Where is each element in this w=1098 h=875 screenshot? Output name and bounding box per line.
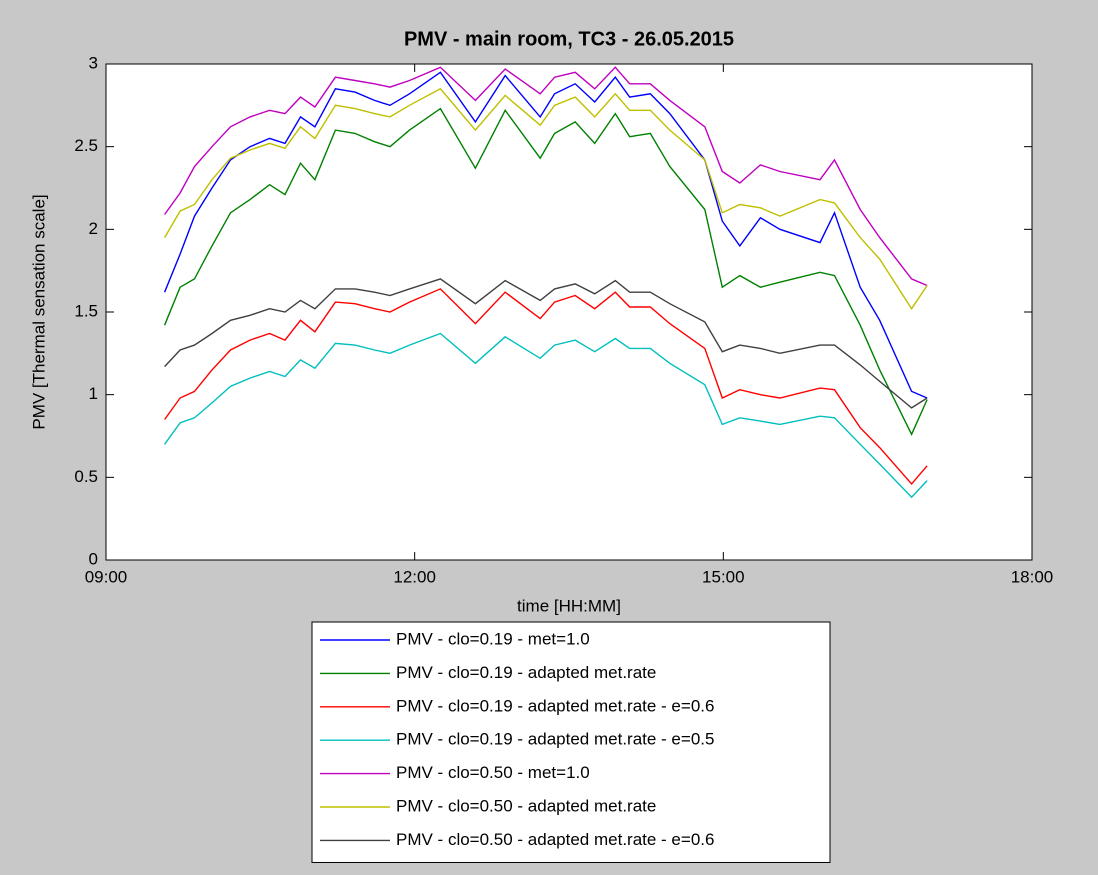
y-tick-label: 0	[89, 549, 98, 568]
legend-label: PMV - clo=0.50 - met=1.0	[396, 763, 590, 782]
y-axis-label: PMV [Thermal sensation scale]	[29, 194, 48, 429]
y-tick-label: 1	[89, 384, 98, 403]
y-tick-label: 2	[89, 219, 98, 238]
legend: PMV - clo=0.19 - met=1.0 PMV - clo=0.19 -…	[311, 621, 831, 863]
y-tick-label: 0.5	[74, 467, 98, 486]
series-line	[163, 107, 928, 436]
x-axis-label: time [HH:MM]	[517, 596, 621, 615]
y-tick-label: 1.5	[74, 301, 98, 320]
series-line	[163, 71, 928, 399]
legend-label: PMV - clo=0.50 - adapted met.rate - e=0.…	[396, 830, 714, 849]
y-tick-label: 3	[89, 53, 98, 72]
legend-label: PMV - clo=0.19 - met=1.0	[396, 629, 590, 648]
plot-area	[106, 64, 1032, 560]
plot	[163, 66, 928, 499]
chart-title: PMV - main room, TC3 - 26.05.2015	[404, 28, 734, 50]
x-tick-label: 09:00	[85, 567, 128, 586]
series-line	[164, 66, 928, 287]
legend-label: PMV - clo=0.19 - adapted met.rate	[396, 663, 656, 682]
x-tick-label: 12:00	[393, 567, 436, 586]
x-tick-label: 18:00	[1011, 567, 1054, 586]
legend-label: PMV - clo=0.50 - adapted met.rate	[396, 796, 656, 815]
series-line	[164, 278, 928, 409]
legend-box	[311, 621, 831, 863]
series-line	[164, 332, 928, 499]
series-line	[164, 288, 928, 485]
x-tick-label: 15:00	[702, 567, 745, 586]
y-tick-label: 2.5	[74, 136, 98, 155]
series-line	[163, 87, 928, 310]
legend-label: PMV - clo=0.19 - adapted met.rate - e=0.…	[396, 730, 714, 749]
legend-label: PMV - clo=0.19 - adapted met.rate - e=0.…	[396, 696, 714, 715]
